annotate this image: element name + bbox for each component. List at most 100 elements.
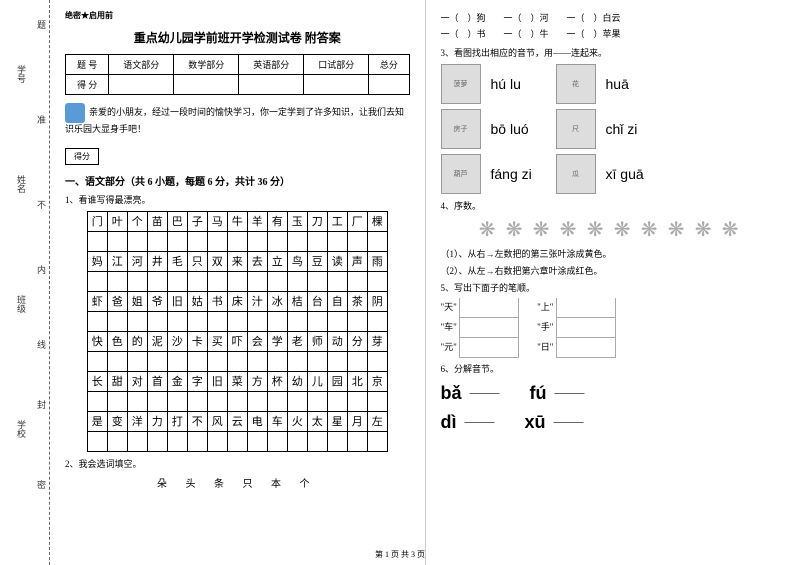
char-cell-empty (347, 231, 367, 251)
char-cell-empty (227, 231, 247, 251)
char-cell-empty (167, 311, 187, 331)
char-cell: 旧 (167, 291, 187, 311)
leaf-icon: ❋ (641, 217, 666, 242)
char-cell-empty (167, 231, 187, 251)
pinyin-match-row: 菠萝hú lu花huā (441, 64, 786, 104)
pinyin-label: chǐ zi (606, 121, 661, 137)
char-cell: 是 (87, 411, 107, 431)
char-cell-empty (227, 271, 247, 291)
char-cell: 力 (147, 411, 167, 431)
leaf-icon: ❋ (506, 217, 531, 242)
score-header: 语文部分 (109, 55, 174, 75)
margin-label: 姓名 (15, 175, 28, 193)
char-cell: 芽 (367, 331, 387, 351)
char-cell: 沙 (167, 331, 187, 351)
char-cell: 棵 (367, 211, 387, 231)
arrow-icon: ——— (554, 417, 584, 428)
char-cell: 月 (347, 411, 367, 431)
question-3: 3、看图找出相应的音节，用——连起来。 (441, 46, 786, 59)
write-box (459, 298, 519, 318)
binding-margin: 题 学号 准 姓名 不 内 班级 线 封 学校 密 (0, 0, 50, 565)
char-cell: 来 (227, 251, 247, 271)
section-header: 一、语文部分（共 6 小题，每题 6 分，共计 36 分） (65, 173, 410, 188)
char-cell-empty (127, 351, 147, 371)
char-cell: 长 (87, 371, 107, 391)
char-cell-empty (327, 271, 347, 291)
char-cell: 牛 (227, 211, 247, 231)
char-cell-empty (287, 351, 307, 371)
char-cell: 风 (207, 411, 227, 431)
write-box (459, 338, 519, 358)
match-image: 花 (556, 64, 596, 104)
char-cell-empty (367, 351, 387, 371)
char-cell: 书 (207, 291, 227, 311)
char-cell-empty (367, 431, 387, 451)
char-cell: 巴 (167, 211, 187, 231)
char-cell-empty (207, 351, 227, 371)
char-cell: 毛 (167, 251, 187, 271)
character-grid: 门叶个苗巴子马牛羊有玉刀工厂棵妈江河井毛只双来去立鸟豆读声雨虾爸姐爷旧姑书床汁冰… (87, 211, 388, 452)
char-cell-empty (367, 391, 387, 411)
match-image: 葫芦 (441, 154, 481, 194)
char-cell: 京 (367, 371, 387, 391)
write-box (556, 338, 616, 358)
margin-mark: 线 (35, 340, 48, 349)
char-cell-empty (247, 351, 267, 371)
score-row-label: 得 分 (66, 75, 109, 95)
char-cell: 旧 (207, 371, 227, 391)
leaf-icon: ❋ (668, 217, 693, 242)
char-cell-empty (307, 431, 327, 451)
pinyin-label: huā (606, 76, 661, 92)
char-cell-empty (207, 431, 227, 451)
char-cell: 去 (247, 251, 267, 271)
char-cell-empty (267, 431, 287, 451)
char-cell: 动 (327, 331, 347, 351)
char-cell: 个 (127, 211, 147, 231)
char-cell-empty (167, 351, 187, 371)
char-cell-empty (307, 231, 327, 251)
char-cell-empty (127, 311, 147, 331)
char-cell: 马 (207, 211, 227, 231)
leaf-icon: ❋ (587, 217, 612, 242)
pinyin-match-row: 葫芦fáng zi瓜xī guā (441, 154, 786, 194)
score-header: 口试部分 (304, 55, 369, 75)
char-cell-empty (347, 391, 367, 411)
char-cell: 师 (307, 331, 327, 351)
char-cell: 左 (367, 411, 387, 431)
char-cell: 卡 (187, 331, 207, 351)
char-cell: 菜 (227, 371, 247, 391)
score-table: 题 号语文部分数学部分英语部分口试部分总分 得 分 (65, 54, 410, 95)
leaf-row: ❋❋❋❋❋❋❋❋❋❋ (441, 217, 786, 242)
char-cell: 有 (267, 211, 287, 231)
char-cell: 刀 (307, 211, 327, 231)
question-4: 4、序数。 (441, 199, 786, 212)
char-cell: 双 (207, 251, 227, 271)
char-cell: 分 (347, 331, 367, 351)
char-cell: 江 (107, 251, 127, 271)
char-cell: 读 (327, 251, 347, 271)
char-cell-empty (327, 231, 347, 251)
char-cell: 虾 (87, 291, 107, 311)
pinyin-label: hú lu (491, 76, 546, 92)
pinyin-syllable: dì——— (441, 412, 495, 433)
score-box: 得分 (65, 148, 99, 165)
char-cell: 杯 (267, 371, 287, 391)
char-cell: 甜 (107, 371, 127, 391)
char-cell-empty (227, 391, 247, 411)
char-cell: 北 (347, 371, 367, 391)
char-cell-empty (247, 231, 267, 251)
char-cell-empty (327, 351, 347, 371)
char-cell: 只 (187, 251, 207, 271)
char-cell: 声 (347, 251, 367, 271)
leaf-icon: ❋ (533, 217, 558, 242)
leaf-icon: ❋ (479, 217, 504, 242)
char-cell-empty (247, 311, 267, 331)
char-cell: 鸟 (287, 251, 307, 271)
score-header: 数学部分 (174, 55, 239, 75)
margin-label: 学校 (15, 420, 28, 438)
char-cell-empty (247, 391, 267, 411)
char-cell: 井 (147, 251, 167, 271)
match-image: 尺 (556, 109, 596, 149)
char-cell-empty (127, 431, 147, 451)
char-cell-empty (327, 431, 347, 451)
